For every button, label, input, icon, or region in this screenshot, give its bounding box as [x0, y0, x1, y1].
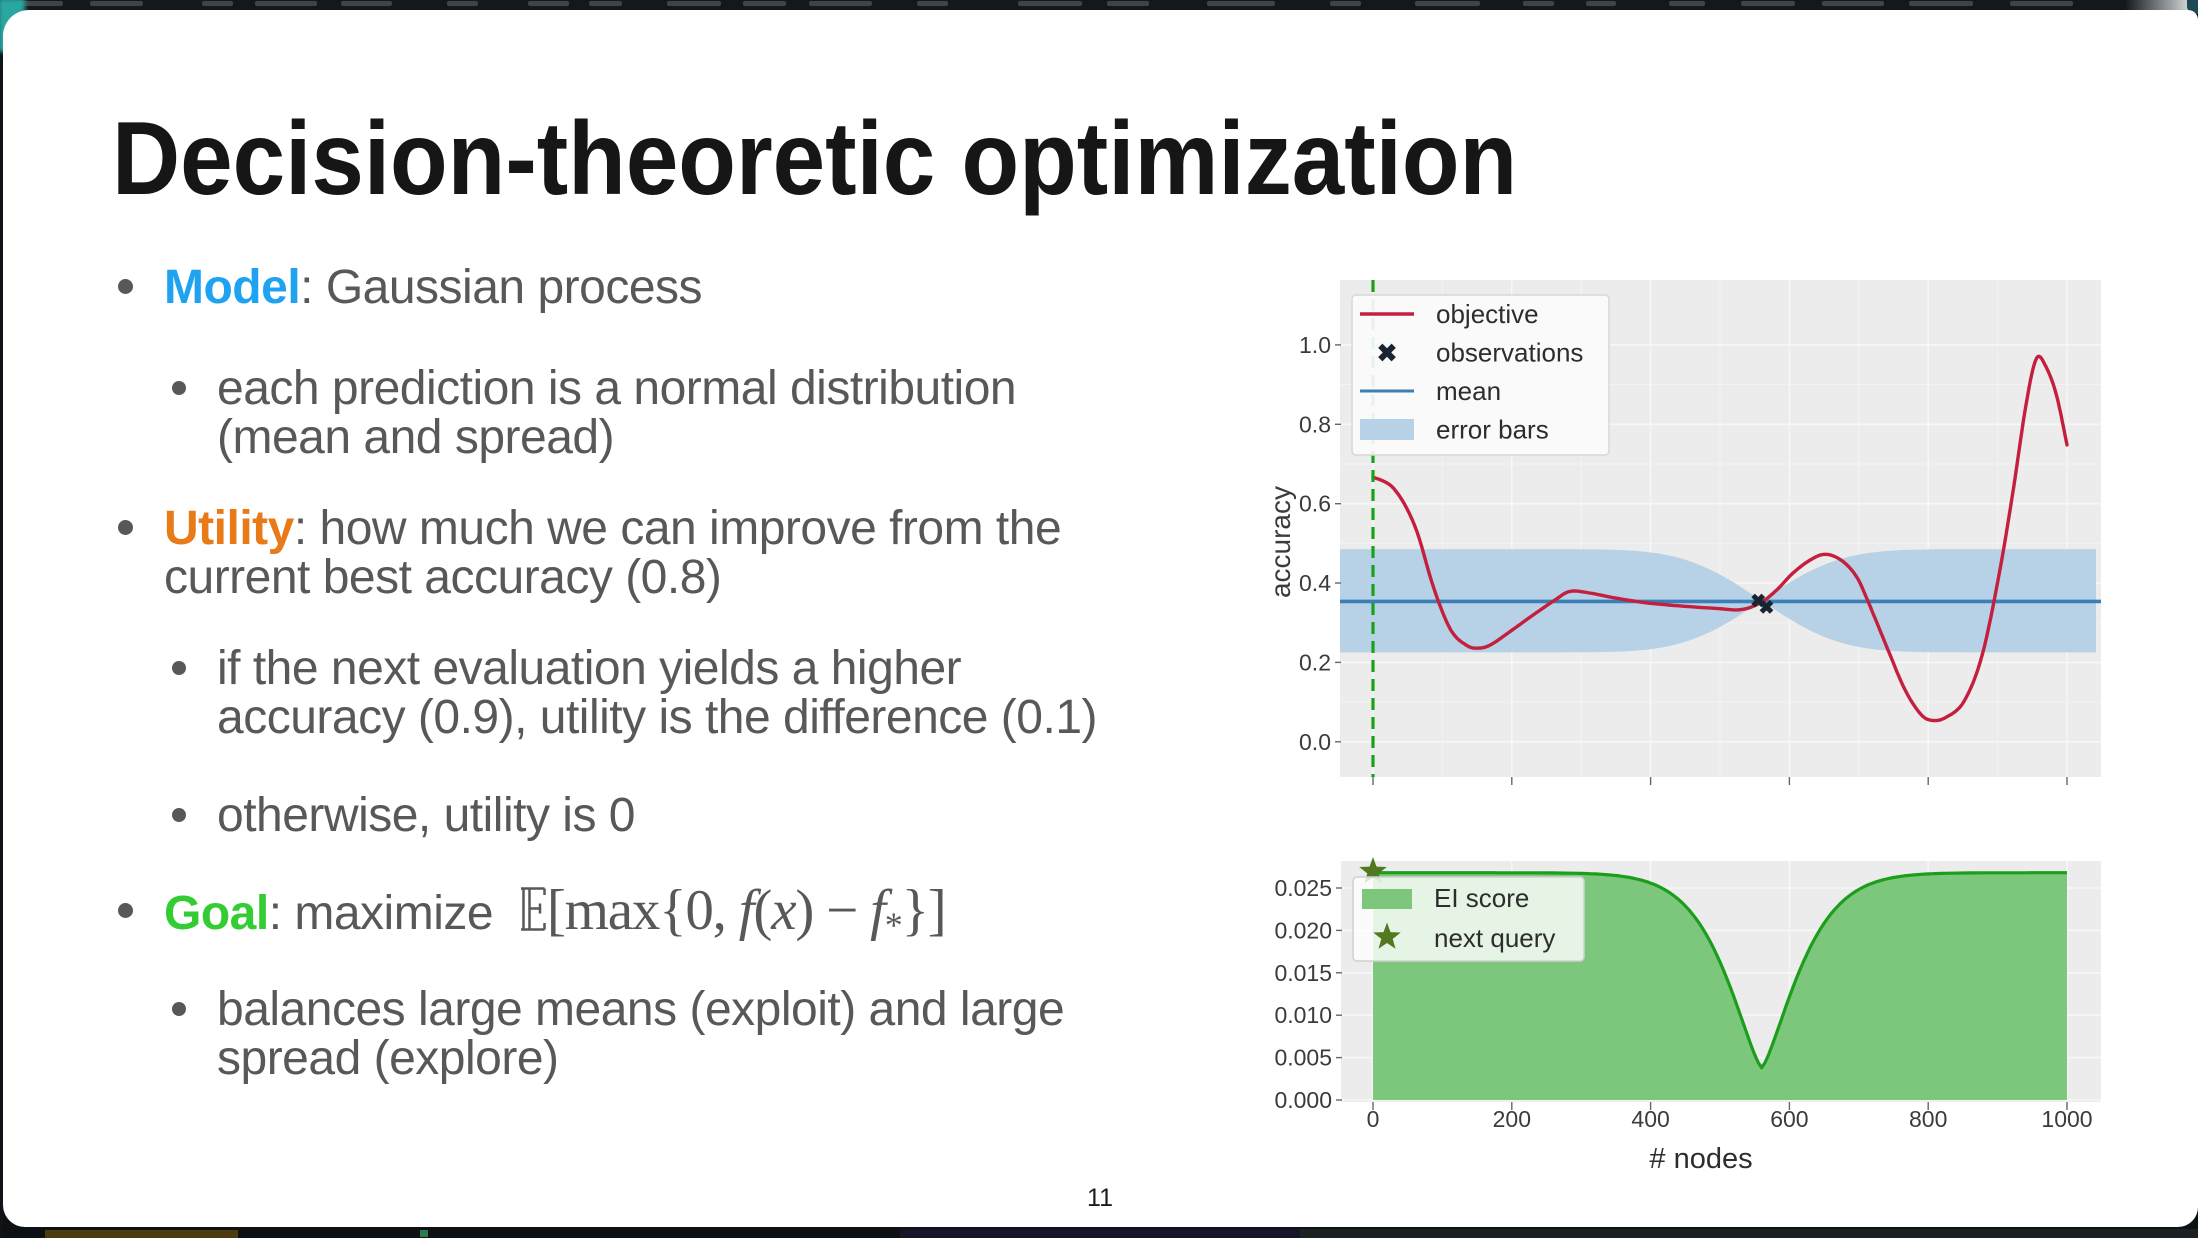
svg-text:# nodes: # nodes: [1649, 1143, 1752, 1175]
svg-text:1.0: 1.0: [1299, 332, 1331, 358]
svg-text:800: 800: [1909, 1106, 1947, 1132]
svg-text:accuracy: accuracy: [1265, 486, 1296, 598]
svg-text:0.015: 0.015: [1274, 960, 1332, 986]
svg-text:next query: next query: [1434, 923, 1555, 953]
svg-text:objective: objective: [1436, 299, 1539, 329]
svg-text:0: 0: [1367, 1106, 1380, 1132]
svg-text:observations: observations: [1436, 338, 1583, 368]
svg-text:0.4: 0.4: [1299, 570, 1331, 596]
svg-text:0.000: 0.000: [1274, 1087, 1332, 1113]
svg-text:0.2: 0.2: [1299, 649, 1331, 675]
svg-text:mean: mean: [1436, 376, 1501, 406]
svg-text:0.010: 0.010: [1274, 1002, 1332, 1028]
svg-text:600: 600: [1770, 1106, 1808, 1132]
svg-text:error bars: error bars: [1436, 415, 1549, 445]
svg-text:0.005: 0.005: [1274, 1045, 1332, 1071]
svg-text:400: 400: [1631, 1106, 1669, 1132]
svg-text:1000: 1000: [2041, 1106, 2092, 1132]
svg-text:0.6: 0.6: [1299, 491, 1331, 517]
svg-text:0.8: 0.8: [1299, 411, 1331, 437]
svg-text:0.025: 0.025: [1274, 875, 1332, 901]
svg-text:EI score: EI score: [1434, 883, 1529, 913]
svg-text:0.020: 0.020: [1274, 917, 1332, 943]
svg-text:200: 200: [1493, 1106, 1531, 1132]
svg-text:0.0: 0.0: [1299, 729, 1331, 755]
